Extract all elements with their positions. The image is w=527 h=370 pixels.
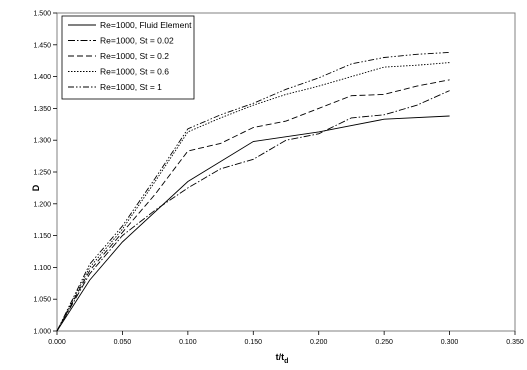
legend-label: Re=1000, St = 1 xyxy=(100,82,162,92)
x-tick-label: 0.350 xyxy=(506,339,524,346)
y-tick-label: 1.350 xyxy=(33,106,51,113)
x-tick-label: 0.250 xyxy=(375,339,393,346)
y-tick-label: 1.250 xyxy=(33,170,51,177)
x-tick-label: 0.000 xyxy=(48,339,66,346)
y-tick-label: 1.400 xyxy=(33,74,51,81)
y-tick-label: 1.200 xyxy=(33,201,51,208)
x-tick-label: 0.300 xyxy=(441,339,459,346)
x-axis-ticks: 0.000 0.050 0.100 0.150 0.200 0.250 0.300 0.350 xyxy=(48,331,524,346)
series-line-4 xyxy=(56,62,450,332)
y-axis-ticks: 1.000 1.050 1.100 1.150 1.200 1.250 1.300 1.350… xyxy=(33,11,57,336)
series-line-5 xyxy=(56,51,450,332)
x-tick-label: 0.200 xyxy=(310,339,328,346)
legend-box xyxy=(61,15,195,100)
legend-label: Re=1000, St = 0.6 xyxy=(100,67,169,77)
x-tick-label: 0.150 xyxy=(245,339,263,346)
y-tick-label: 1.100 xyxy=(33,265,51,272)
y-tick-label: 1.000 xyxy=(33,329,51,336)
legend-label: Re=1000, St = 0.02 xyxy=(100,36,174,46)
legend-label: Re=1000, St = 0.2 xyxy=(100,51,169,61)
y-tick-label: 1.050 xyxy=(33,297,51,304)
x-tick-label: 0.050 xyxy=(114,339,132,346)
legend-label: Re=1000, Fluid Element xyxy=(100,20,192,30)
y-tick-label: 1.300 xyxy=(33,138,51,145)
series-line-3 xyxy=(56,79,450,332)
y-tick-label: 1.450 xyxy=(33,42,51,49)
x-axis-title-main: t/t xyxy=(276,352,285,362)
x-axis-title-subscript: d xyxy=(284,358,288,365)
y-tick-label: 1.150 xyxy=(33,233,51,240)
y-axis-title: D xyxy=(31,184,41,191)
x-axis-title: t/td xyxy=(276,352,289,365)
series-line-1 xyxy=(56,115,450,332)
series-layer xyxy=(56,51,450,332)
series-line-2 xyxy=(56,90,450,332)
x-tick-label: 0.100 xyxy=(179,339,197,346)
legend: Re=1000, Fluid Element Re=1000, St = 0.02… xyxy=(61,15,195,100)
y-tick-label: 1.500 xyxy=(33,11,51,18)
